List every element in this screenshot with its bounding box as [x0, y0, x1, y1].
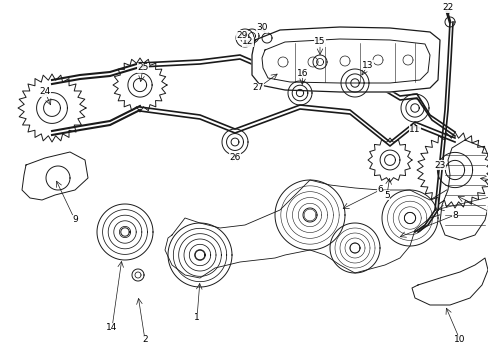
Polygon shape: [244, 29, 259, 43]
Polygon shape: [416, 132, 488, 208]
Polygon shape: [22, 152, 88, 200]
Text: 29: 29: [236, 31, 247, 40]
Text: 5: 5: [384, 190, 389, 199]
Polygon shape: [287, 81, 311, 105]
Polygon shape: [97, 204, 153, 260]
Polygon shape: [168, 223, 231, 287]
Polygon shape: [251, 27, 439, 92]
Text: 26: 26: [229, 153, 240, 162]
Polygon shape: [236, 29, 253, 47]
Polygon shape: [113, 58, 167, 112]
Text: 23: 23: [433, 161, 445, 170]
Polygon shape: [340, 69, 368, 97]
Text: 27: 27: [252, 84, 263, 93]
Polygon shape: [164, 180, 454, 278]
Text: 1: 1: [194, 314, 200, 323]
Text: 8: 8: [451, 211, 457, 220]
Text: 11: 11: [408, 126, 420, 135]
Text: 12: 12: [242, 37, 253, 46]
Polygon shape: [262, 39, 429, 83]
Text: 30: 30: [256, 23, 267, 32]
Text: 14: 14: [106, 324, 118, 333]
Polygon shape: [411, 258, 487, 305]
Polygon shape: [381, 190, 437, 246]
Polygon shape: [222, 129, 247, 155]
Text: 3: 3: [486, 207, 488, 216]
Polygon shape: [274, 180, 345, 250]
Text: 22: 22: [442, 4, 453, 13]
Polygon shape: [400, 94, 428, 122]
Polygon shape: [18, 74, 86, 142]
Text: 10: 10: [453, 336, 465, 345]
Text: 25: 25: [137, 63, 148, 72]
Polygon shape: [439, 140, 488, 240]
Polygon shape: [312, 55, 326, 69]
Text: 16: 16: [297, 68, 308, 77]
Text: 6: 6: [376, 185, 382, 194]
Polygon shape: [132, 269, 143, 281]
Polygon shape: [329, 223, 379, 273]
Polygon shape: [367, 138, 411, 182]
Text: 9: 9: [72, 216, 78, 225]
Text: 13: 13: [362, 60, 373, 69]
Text: 2: 2: [142, 336, 147, 345]
Text: 15: 15: [314, 37, 325, 46]
Text: 24: 24: [40, 87, 51, 96]
